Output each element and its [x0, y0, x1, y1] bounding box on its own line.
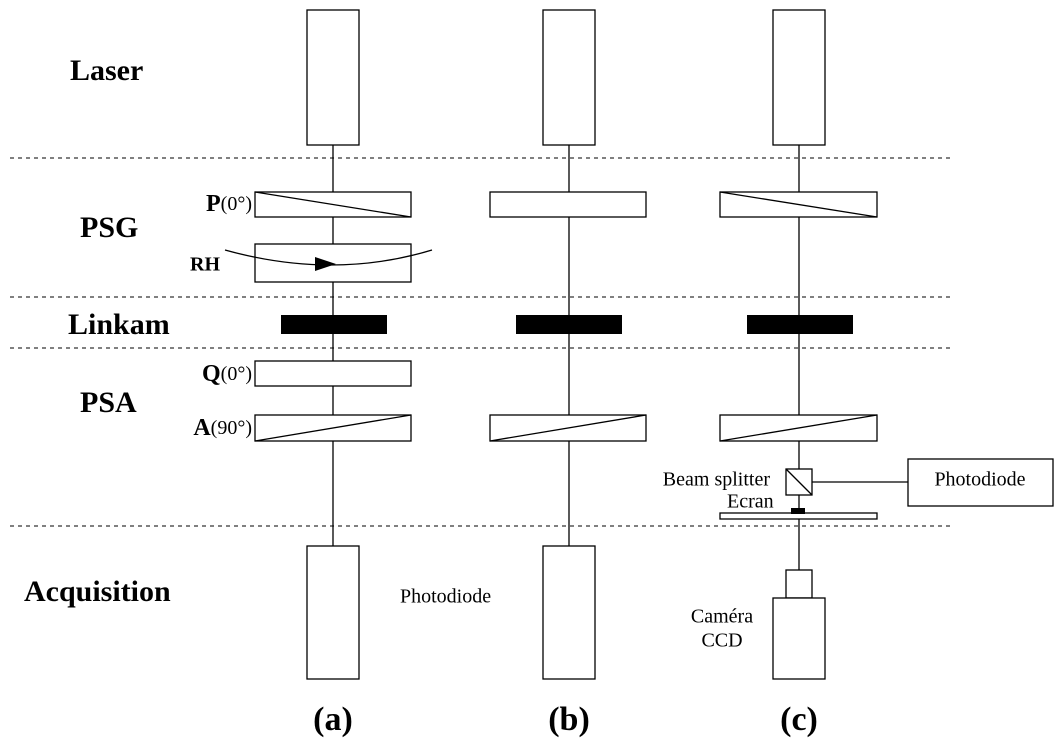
separators: [10, 157, 952, 527]
polarizers: [224, 191, 1054, 520]
a-name: A: [193, 415, 211, 441]
ecran-label: Ecran: [727, 491, 774, 513]
p-label: P(0°): [206, 191, 252, 217]
camera-label: Caméra: [691, 606, 753, 628]
column-label: (b): [548, 701, 590, 738]
detectors: [306, 545, 826, 680]
camera-label: CCD: [701, 630, 742, 652]
column-label: (c): [780, 701, 818, 738]
section-label: Linkam: [68, 308, 170, 341]
q-angle: (0°): [221, 363, 252, 385]
column-label: (a): [313, 701, 353, 738]
photodiode-label: Photodiode: [400, 586, 491, 608]
a-angle: (90°): [211, 417, 252, 439]
section-label: Acquisition: [24, 575, 171, 608]
rh-label: RH: [190, 254, 220, 276]
q-label: Q(0°): [202, 361, 252, 387]
photodiode-label: Photodiode: [934, 469, 1025, 491]
q-name: Q: [202, 361, 221, 387]
beam-splitter-label: Beam splitter: [663, 469, 771, 491]
section-label: Laser: [70, 54, 143, 87]
a-label: A(90°): [193, 415, 252, 441]
lasers: [306, 9, 826, 146]
section-label: PSA: [80, 386, 137, 419]
section-label: PSG: [80, 211, 138, 244]
p-name: P: [206, 191, 221, 217]
p-angle: (0°): [221, 193, 252, 215]
